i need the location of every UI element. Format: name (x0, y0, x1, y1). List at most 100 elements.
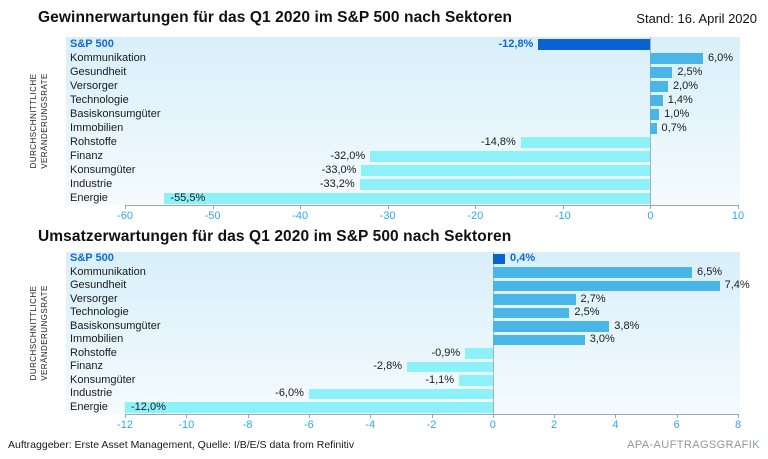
x-tick-label: -10 (554, 210, 571, 222)
bar-row: Immobilien 3,0% (66, 333, 740, 347)
category-label: S&P 500 (70, 38, 114, 50)
bar-row: Energie -55,5% (66, 191, 740, 205)
category-label: Gesundheit (70, 279, 127, 291)
y-axis-label-line: VERÄNDERUNGSRATE (40, 73, 49, 169)
x-tick-label: -4 (365, 419, 376, 431)
bar-row: Versorger 2,0% (66, 79, 740, 93)
value-label: 6,0% (707, 52, 734, 64)
x-tick-label: -60 (117, 210, 133, 222)
bar (538, 38, 651, 50)
bar-row: Industrie -33,2% (66, 177, 740, 191)
x-tick-label: 0 (647, 210, 654, 222)
bar (650, 66, 673, 78)
category-label: Konsumgüter (70, 164, 136, 176)
bar (361, 164, 651, 176)
bar-row: Gesundheit 7,4% (66, 279, 750, 293)
bar (459, 375, 493, 386)
zero-baseline (492, 252, 494, 414)
value-label: 2,5% (574, 306, 600, 318)
x-tick (431, 414, 433, 418)
x-tick (738, 414, 739, 418)
bar-row: Versorger 2,7% (66, 293, 740, 307)
category-label: Konsumgüter (70, 373, 136, 386)
bar (520, 136, 651, 148)
x-tick (554, 414, 556, 418)
bar (492, 267, 693, 278)
bar (164, 192, 651, 204)
bar-row: Technologie 2,5% (66, 306, 740, 320)
x-tick (125, 205, 126, 209)
bar-row: Finanz -2,8% (66, 360, 740, 374)
stand-date: Stand: 16. April 2020 (636, 11, 757, 26)
category-label: Rohstoffe (70, 136, 117, 148)
value-label: -0,9% (431, 346, 461, 359)
value-label: -33,0% (321, 164, 357, 176)
earnings-chart: Gewinnerwartungen für das Q1 2020 im S&P… (0, 0, 768, 222)
bar-row: Finanz -32,0% (66, 149, 740, 163)
footer: Auftraggeber: Erste Asset Management, Qu… (0, 437, 768, 457)
plot-area: S&P 500 -12,8% Kommunikation 6,0% Gesundheit… (66, 37, 740, 205)
x-tick (308, 414, 310, 418)
value-label: -55,5% (170, 192, 206, 204)
bar-row: Rohstoffe -14,8% (66, 135, 740, 149)
value-label: -33,2% (319, 178, 355, 190)
x-tick (492, 414, 494, 418)
bar-row: Gesundheit 2,5% (66, 65, 740, 79)
category-label: Immobilien (70, 122, 124, 134)
x-tick-label: 10 (731, 210, 745, 222)
x-tick (650, 205, 652, 209)
bar (492, 307, 570, 318)
value-label: 2,0% (672, 80, 699, 92)
value-label: -32,0% (330, 150, 366, 162)
x-axis-line (125, 205, 738, 206)
value-label: 0,4% (510, 252, 536, 264)
x-tick-label: 8 (734, 419, 742, 431)
value-label: 3,0% (589, 333, 615, 345)
value-label: 7,4% (724, 279, 750, 291)
bar (125, 402, 493, 413)
category-label: Industrie (70, 387, 113, 399)
x-tick-label: -6 (304, 419, 314, 431)
y-axis-label-line: DURCHSCHNITTLICHE (29, 73, 39, 169)
x-tick-label: -40 (292, 210, 309, 222)
bar (359, 178, 651, 190)
category-label: Technologie (70, 306, 129, 318)
bar-row: Kommunikation 6,0% (66, 51, 740, 65)
x-tick (370, 414, 372, 418)
x-tick-label: 6 (673, 419, 680, 431)
revenue-chart: Umsatzerwartungen für das Q1 2020 im S&P… (0, 222, 768, 437)
category-label: Finanz (70, 150, 104, 162)
bar-row: Konsumgüter -33,0% (66, 163, 740, 177)
plot-area: S&P 500 0,4% Kommunikation 6,5% Gesundheit 7,… (66, 252, 750, 414)
value-label: 6,5% (697, 265, 723, 278)
bar-row: Technologie 1,4% (66, 93, 740, 107)
x-tick (676, 414, 678, 418)
bar-row: Basiskonsumgüter 3,8% (66, 320, 740, 334)
x-tick-label: -10 (178, 419, 195, 431)
category-label: Rohstoffe (70, 346, 117, 359)
x-tick-label: -12 (117, 419, 133, 431)
category-label: Versorger (70, 80, 118, 92)
bar-row: Immobilien 0,7% (66, 121, 740, 135)
x-tick-label: -50 (204, 210, 221, 222)
x-tick (125, 414, 126, 418)
chart-title: Umsatzerwartungen für das Q1 2020 im S&P… (38, 228, 512, 245)
bar (370, 150, 651, 162)
x-tick (615, 414, 617, 418)
value-label: 3,8% (614, 319, 640, 332)
category-label: Kommunikation (70, 265, 146, 278)
x-tick (212, 205, 214, 209)
x-tick-label: -2 (426, 419, 437, 431)
bar (650, 108, 660, 120)
value-label: 0,7% (661, 122, 687, 134)
x-tick (562, 205, 564, 209)
x-tick-label: 0 (489, 419, 496, 431)
value-label: 1,0% (664, 108, 690, 120)
bar-row: Kommunikation 6,5% (66, 266, 740, 280)
bar-row: Basiskonsumgüter 1,0% (66, 107, 740, 121)
bar (492, 253, 506, 264)
bar (492, 334, 585, 345)
x-tick-label: -8 (242, 419, 253, 431)
chart-title: Gewinnerwartungen für das Q1 2020 im S&P… (38, 9, 513, 26)
